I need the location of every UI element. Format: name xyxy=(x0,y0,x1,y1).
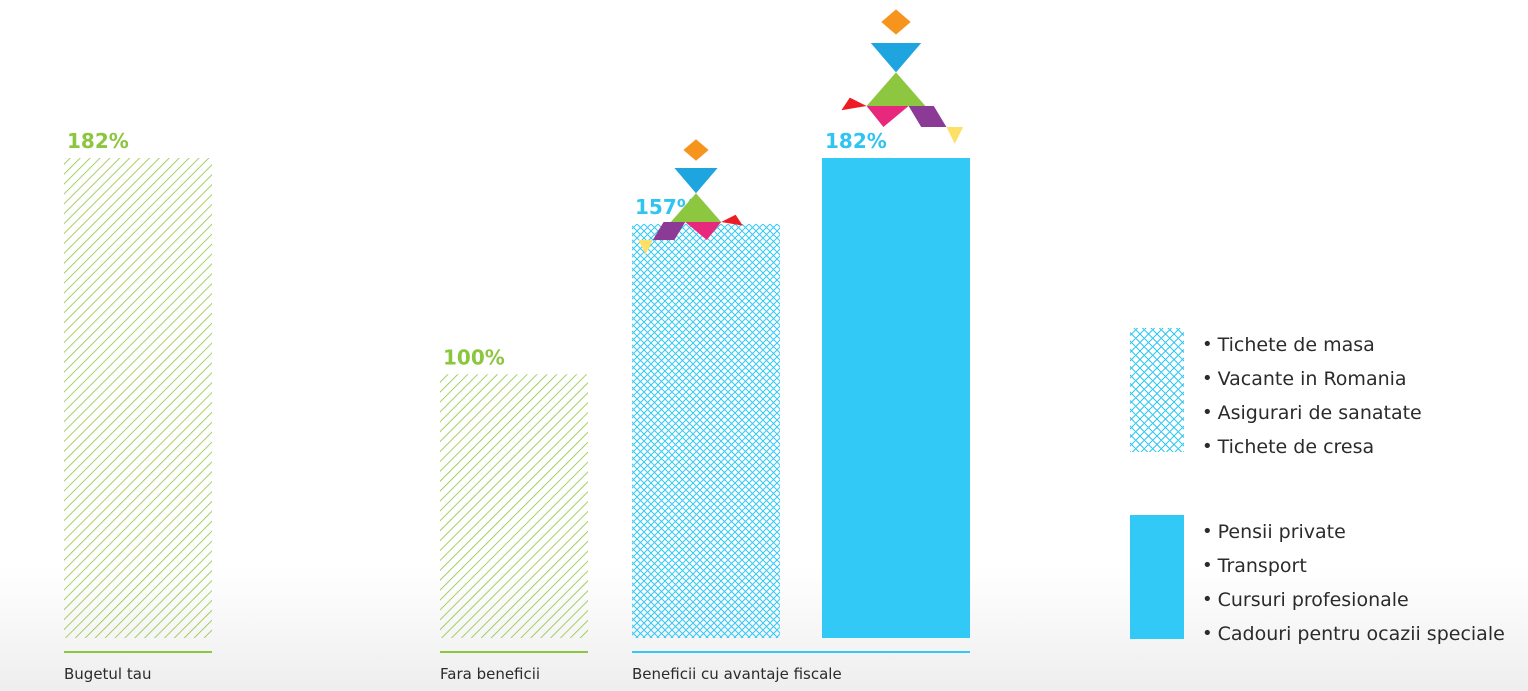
bar xyxy=(440,374,588,638)
legend-item: • Vacante in Romania xyxy=(1202,368,1407,390)
legend-item: • Transport xyxy=(1202,555,1307,577)
legend-item: • Cursuri profesionale xyxy=(1202,589,1409,611)
legend-item: • Cadouri pentru ocazii speciale xyxy=(1202,623,1505,645)
legend-item: • Tichete de masa xyxy=(1202,334,1375,356)
bar-value-label: 182% xyxy=(825,129,887,153)
category-tick-label: Beneficii cu avantaje fiscale xyxy=(632,665,842,683)
category-tick-label: Bugetul tau xyxy=(64,665,151,683)
legend-item: • Pensii private xyxy=(1202,521,1346,543)
legend-item: • Tichete de cresa xyxy=(1202,436,1375,458)
bar xyxy=(822,158,970,638)
legend-swatch-crosshatch xyxy=(1130,328,1184,452)
bar-value-label: 100% xyxy=(443,345,505,369)
bar xyxy=(632,223,780,638)
legend-list: • Tichete de masa • Vacante in Romania • As… xyxy=(1202,328,1422,464)
legend-swatch-solid xyxy=(1130,515,1184,639)
legend-item: • Asigurari de sanatate xyxy=(1202,402,1422,424)
bar-value-label: 182% xyxy=(67,129,129,153)
legend-list: • Pensii private • Transport • Cursuri prof… xyxy=(1202,515,1505,651)
bar xyxy=(64,158,212,638)
tangram-figure-icon xyxy=(841,9,964,144)
category-tick-label: Fara beneficii xyxy=(440,665,540,683)
